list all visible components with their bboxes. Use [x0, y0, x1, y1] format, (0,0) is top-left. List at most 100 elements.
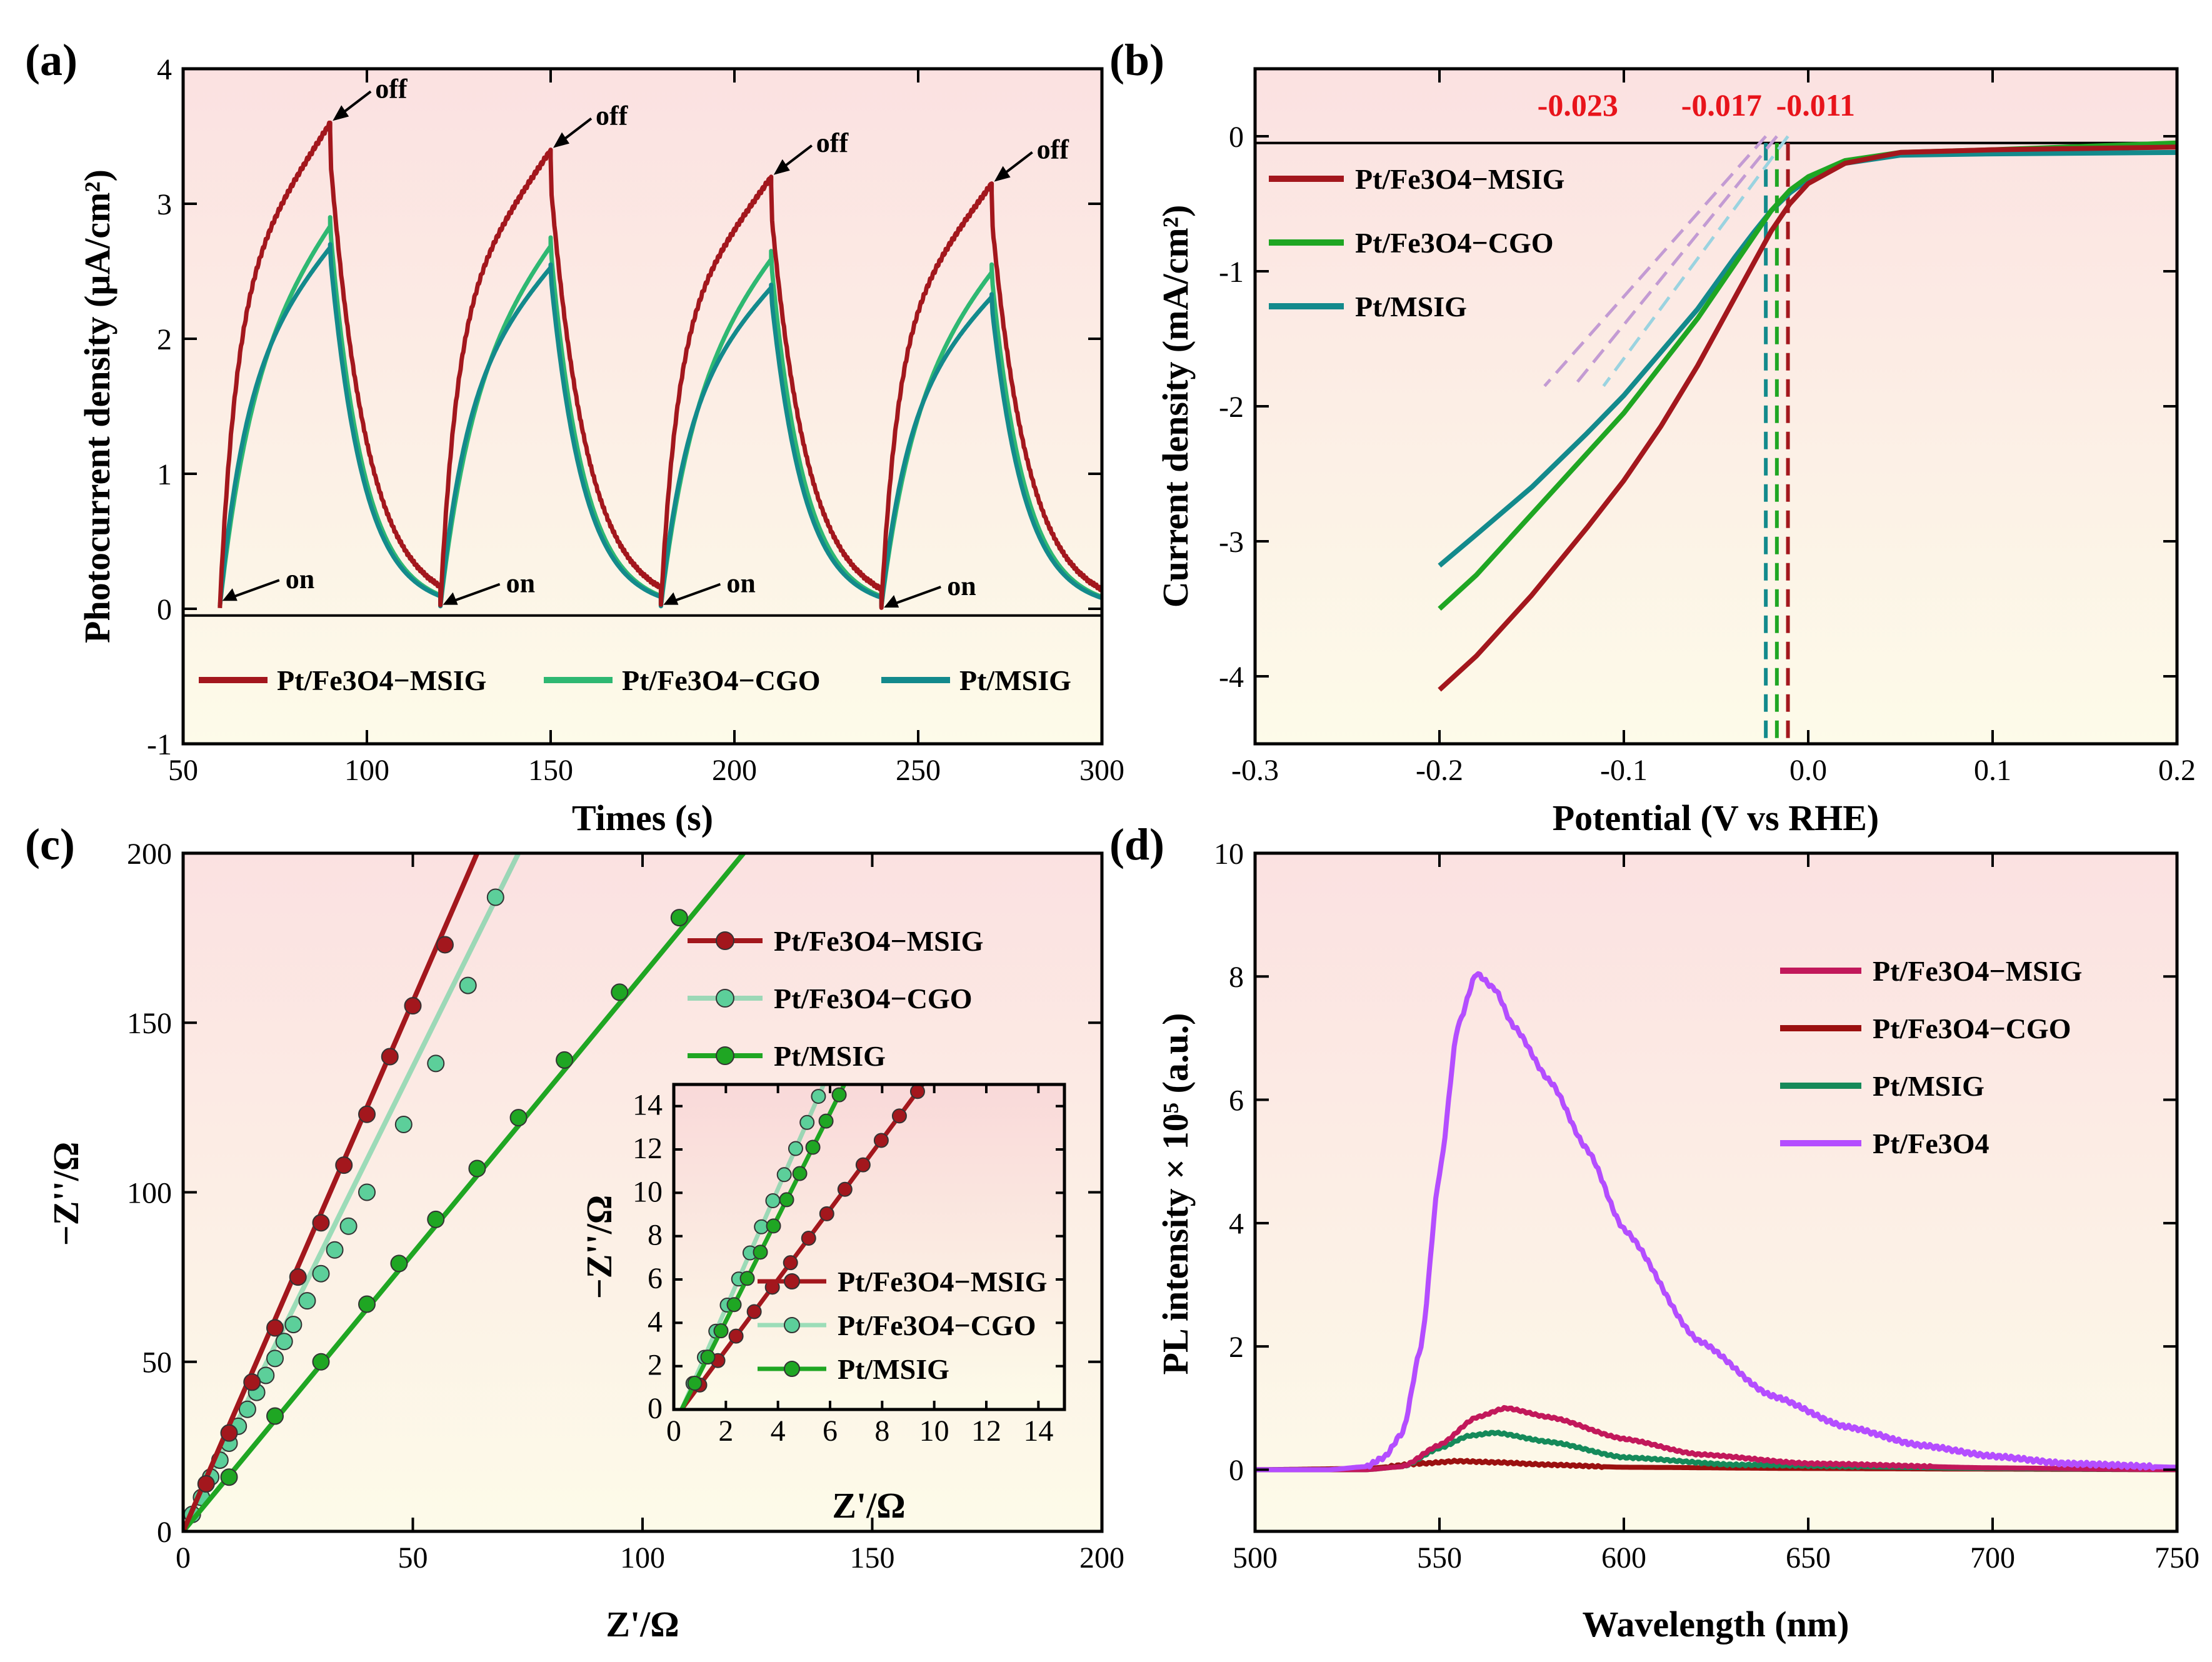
data-point: [509, 1109, 528, 1127]
x-tick-label: 50: [398, 1541, 428, 1574]
data-point: [220, 1468, 238, 1486]
x-tick-label: 10: [919, 1414, 949, 1448]
x-tick-label: 550: [1417, 1541, 1462, 1574]
data-point: [284, 1316, 303, 1334]
y-tick-label: -1: [1219, 256, 1244, 289]
legend-label: Pt/Fe3O4−CGO: [622, 664, 821, 696]
x-tick-label: -0.3: [1231, 754, 1279, 787]
legend-label: Pt/Fe3O4−CGO: [1355, 227, 1554, 259]
panel-d-series: [1255, 971, 2177, 1473]
y-tick-label: 8: [1229, 961, 1244, 994]
legend-label: Pt/Fe3O4−MSIG: [838, 1266, 1047, 1298]
y-tick-label: 12: [633, 1132, 663, 1165]
panel-d-xlabel: Wavelength (nm): [1583, 1604, 1849, 1644]
data-point: [436, 936, 454, 954]
x-tick-label: 4: [771, 1414, 786, 1448]
inset-data-point: [687, 1376, 703, 1391]
data-point: [339, 1217, 358, 1235]
data-point: [326, 1241, 344, 1259]
off-arrowhead: [773, 159, 790, 175]
legend-marker: [784, 1361, 800, 1377]
data-point: [298, 1292, 316, 1310]
x-tick-label: 0: [176, 1541, 191, 1574]
tangent-dashed-line: [1543, 135, 1768, 388]
on-arrowhead: [884, 595, 899, 608]
x-tick-label: 750: [2154, 1541, 2199, 1574]
data-point: [243, 1373, 261, 1391]
series-line: [1438, 144, 2177, 692]
inset-series: [679, 1084, 926, 1409]
legend-marker: [784, 1273, 800, 1289]
on-label: on: [947, 571, 976, 601]
data-point: [390, 1254, 408, 1273]
inset-data-point: [855, 1157, 871, 1173]
panel-a-ticks: 50 100 150 200 250 300 -1 0 1 2 3 4: [147, 53, 1124, 787]
panel-d-pl: Pt/Fe3O4−MSIGPt/Fe3O4−CGOPt/MSIGPt/Fe3O4…: [1109, 819, 2199, 1644]
legend-marker: [716, 1046, 734, 1065]
x-tick-label: 150: [528, 754, 573, 787]
panel-c-series: [183, 853, 746, 1531]
panel-b-ylabel: Current density (mA/cm²): [1155, 205, 1196, 608]
inset-data-point: [799, 1114, 815, 1130]
x-tick-label: 200: [1079, 1541, 1124, 1574]
x-tick-label: 650: [1786, 1541, 1831, 1574]
x-tick-label: 50: [168, 754, 198, 787]
off-arrowhead: [333, 105, 349, 121]
inset-data-point: [765, 1193, 781, 1209]
panel-d-frame: [1253, 851, 2179, 1533]
legend-marker: [716, 931, 734, 950]
legend-label: Pt/Fe3O4−MSIG: [1873, 955, 2082, 987]
data-point: [266, 1407, 284, 1425]
inset-data-point: [746, 1304, 762, 1319]
y-tick-label: 10: [1214, 838, 1244, 871]
inset-data-point: [728, 1328, 744, 1344]
panel-b-legend: Pt/Fe3O4−MSIG Pt/Fe3O4−CGO Pt/MSIG: [1269, 163, 1564, 323]
y-tick-label: 200: [127, 838, 172, 871]
x-tick-label: 6: [823, 1414, 838, 1448]
inset-data-point: [837, 1181, 853, 1197]
x-tick-label: 250: [896, 754, 941, 787]
inset-data-point: [779, 1192, 794, 1208]
inset-data-point: [788, 1141, 803, 1156]
on-label: on: [506, 568, 535, 599]
x-tick-label: 12: [971, 1414, 1001, 1448]
panel-a-plot-area: [183, 69, 1102, 744]
y-tick-label: 100: [127, 1176, 172, 1209]
inset-data-point: [726, 1297, 742, 1313]
inset-data-point: [891, 1108, 907, 1124]
legend-label: Pt/Fe3O4−MSIG: [277, 664, 486, 696]
y-tick-label: 8: [648, 1219, 663, 1252]
panel-c-legend: Pt/Fe3O4−MSIG Pt/Fe3O4−CGO Pt/MSIG: [688, 925, 983, 1072]
legend-label: Pt/Fe3O4−CGO: [1873, 1013, 2071, 1044]
panel-a-xlabel: Times (s): [572, 798, 713, 838]
x-tick-label: -0.1: [1600, 754, 1648, 787]
on-arrowhead: [663, 592, 679, 605]
data-point: [238, 1400, 256, 1418]
panel-a-annotations: off off off off on on on on: [222, 73, 1069, 608]
tangent-dashed-line: [1602, 135, 1789, 388]
data-point: [312, 1353, 330, 1371]
legend-label: Pt/MSIG: [774, 1040, 886, 1072]
data-point: [459, 976, 477, 994]
y-tick-label: 6: [1229, 1084, 1244, 1117]
panel-a-frame: [181, 67, 1104, 746]
panel-c-ylabel: −Z''/Ω: [46, 1142, 86, 1246]
panel-b-label: (b): [1109, 35, 1164, 85]
y-tick-label: -1: [147, 728, 172, 761]
y-tick-label: 10: [633, 1175, 663, 1208]
series-line: [183, 853, 480, 1531]
panel-a-series: [218, 120, 1102, 610]
on-arrow: [447, 583, 501, 604]
inset-data-point: [713, 1323, 729, 1339]
panel-d-ticks: 500 550 600 650 700 750 0 2 4 6 8 10: [1214, 838, 2199, 1574]
y-tick-label: 2: [157, 323, 172, 356]
data-point: [275, 1333, 293, 1351]
panel-b-lsv: -0.023 -0.017 -0.011 Pt/Fe3O4−MSIGPt/Fe3O4…: [1109, 35, 2196, 838]
y-tick-label: 0: [1229, 1454, 1244, 1487]
data-point: [312, 1264, 330, 1283]
